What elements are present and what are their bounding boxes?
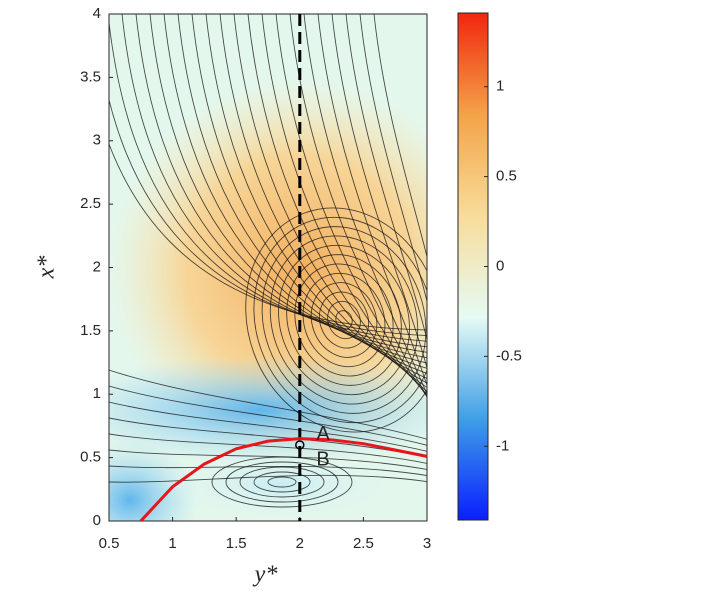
curve <box>139 437 428 523</box>
x-tick-label: 0.5 <box>99 535 120 552</box>
streamline <box>373 14 427 259</box>
streamline <box>289 14 427 398</box>
streamline <box>109 369 427 440</box>
x-tick-label: 2 <box>296 535 304 552</box>
streamline <box>294 263 394 377</box>
streamline <box>135 14 427 353</box>
colorbar-tick-label: -0.5 <box>496 347 522 364</box>
x-axis-label: y* <box>253 562 278 588</box>
streamline <box>261 14 427 396</box>
y-tick-label: 1.5 <box>80 322 101 339</box>
streamline <box>109 449 427 470</box>
field <box>109 14 427 521</box>
colorbar-tick-label: 0.5 <box>496 168 517 185</box>
y-tick-label: 4 <box>93 5 101 22</box>
streamline <box>109 474 427 483</box>
streamline <box>121 14 427 348</box>
streamline <box>269 235 419 405</box>
streamline <box>239 466 325 498</box>
y-tick-label: 3 <box>93 132 101 149</box>
streamline <box>109 417 427 458</box>
streamline <box>109 18 427 342</box>
x-tick-label: 3 <box>423 535 431 552</box>
streamline <box>109 433 427 464</box>
streamline <box>303 14 427 396</box>
streamline <box>253 471 311 493</box>
streamline <box>345 14 427 342</box>
colorbar <box>457 12 489 521</box>
x-tick-label: 2.5 <box>353 535 374 552</box>
streamline <box>233 14 427 388</box>
annotation: B <box>316 448 329 470</box>
streamline <box>225 461 339 503</box>
field-near-zero <box>160 450 400 520</box>
y-tick-label: 0 <box>93 512 101 529</box>
x-tick-label: 1.5 <box>226 535 247 552</box>
streamline <box>302 272 386 368</box>
streamline <box>109 385 427 446</box>
streamline <box>331 14 427 370</box>
streamline <box>278 244 410 396</box>
streamline <box>310 282 378 358</box>
streamline <box>245 207 427 433</box>
y-tick-label: 2.5 <box>80 195 101 212</box>
colorbar-tick-label: 0 <box>496 257 504 274</box>
colorbar-tick-label: 1 <box>496 78 504 95</box>
point <box>295 440 305 450</box>
streamline <box>286 254 402 386</box>
streamline <box>261 226 427 414</box>
streamline <box>275 14 427 398</box>
streamline <box>247 14 427 392</box>
streamline <box>359 14 427 304</box>
colorbar-tick-label: -1 <box>496 437 509 454</box>
annotation: A <box>316 423 330 445</box>
plot-area: 0.5 1 1.5 2 2.5 3 0 0.5 1 1.5 2 2.5 3 3.5 4 AB <box>80 5 431 552</box>
field-negative <box>109 355 427 465</box>
streamline <box>109 465 427 477</box>
y-axis-label: x* <box>34 256 60 280</box>
streamline <box>318 291 370 349</box>
y-tick-label: 3.5 <box>80 68 101 85</box>
streamline <box>317 14 427 387</box>
y-tick-label: 0.5 <box>80 449 101 466</box>
streamline <box>267 476 297 488</box>
streamlines <box>109 14 427 508</box>
streamline <box>149 14 427 359</box>
x-tick-label: 1 <box>168 535 176 552</box>
y-tick-label: 1 <box>93 385 101 402</box>
streamline <box>109 401 427 452</box>
y-tick-label: 2 <box>93 258 101 275</box>
